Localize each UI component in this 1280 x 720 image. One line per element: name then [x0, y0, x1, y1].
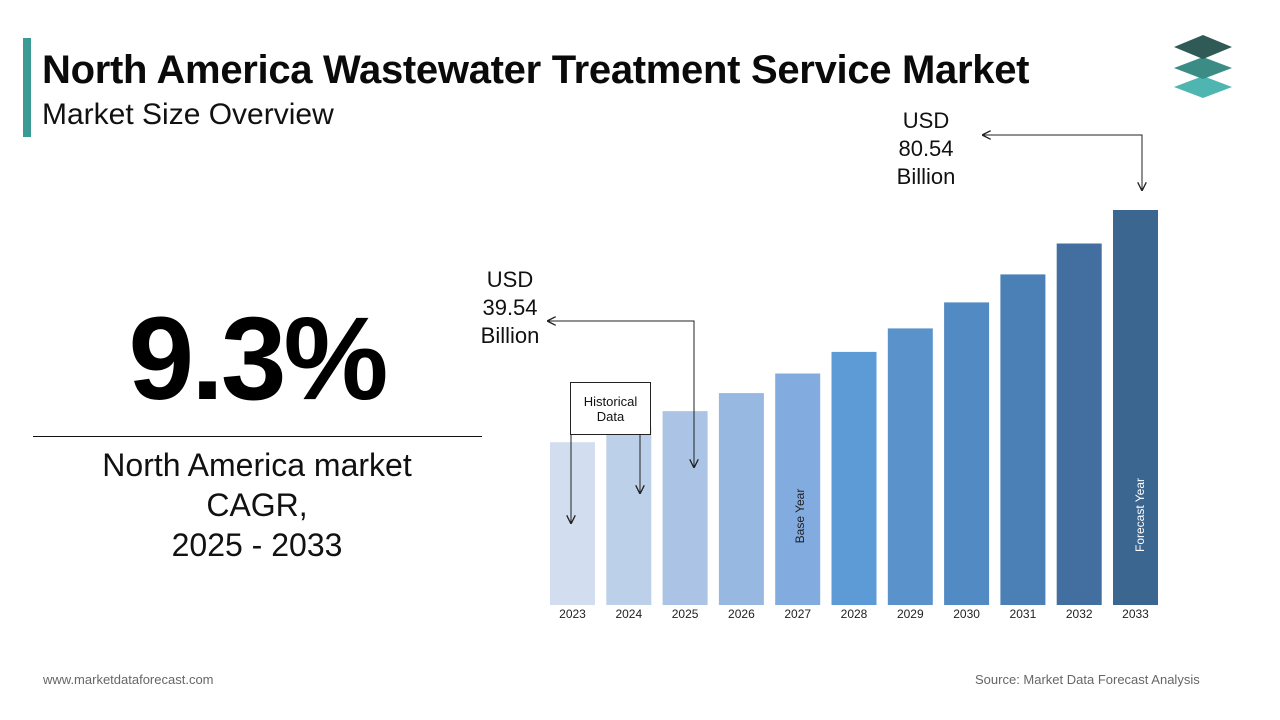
- x-tick-label-2030: 2030: [953, 607, 980, 621]
- x-tick-label-2029: 2029: [897, 607, 924, 621]
- end-value-arrow: [983, 135, 1142, 190]
- bar-2025: [662, 411, 708, 605]
- start-value-arrow: [548, 321, 694, 467]
- x-tick-label-2025: 2025: [672, 607, 699, 621]
- accent-bar: [23, 38, 31, 137]
- start-value-amount: 39.54: [482, 295, 538, 320]
- stacked-layers-logo-icon: [1174, 35, 1232, 98]
- end-value-currency: USD: [902, 108, 950, 133]
- cagr-caption: North America market CAGR, 2025 - 2033: [32, 445, 482, 565]
- cagr-value: 9.3%: [128, 293, 389, 425]
- x-tick-label-2024: 2024: [615, 607, 642, 621]
- bar-2028: [831, 351, 877, 605]
- page-subtitle: Market Size Overview: [42, 98, 334, 131]
- footer-website: www.marketdataforecast.com: [43, 672, 214, 687]
- bar-2029: [887, 328, 933, 605]
- x-tick-label-2026: 2026: [728, 607, 755, 621]
- start-value-annotation: USD 39.54 Billion: [470, 266, 550, 350]
- end-value-unit: Billion: [896, 164, 956, 189]
- historical-data-box: Historical Data: [570, 382, 651, 435]
- historical-data-line1: Historical: [583, 393, 638, 409]
- bar-2033: [1113, 210, 1158, 605]
- bar-2024: [606, 427, 652, 605]
- x-tick-label-2028: 2028: [841, 607, 868, 621]
- bar-2032: [1056, 243, 1102, 605]
- base-year-label: Base Year: [793, 489, 807, 544]
- start-value-unit: Billion: [480, 323, 540, 348]
- end-value-amount: 80.54: [898, 136, 954, 161]
- end-value-annotation: USD 80.54 Billion: [881, 107, 971, 191]
- cagr-caption-line2: CAGR,: [206, 487, 308, 523]
- bar-2027: [775, 373, 821, 605]
- bar-2026: [718, 393, 764, 605]
- x-tick-label-2023: 2023: [559, 607, 586, 621]
- cagr-caption-line1: North America market: [102, 447, 412, 483]
- x-tick-label-2032: 2032: [1066, 607, 1093, 621]
- bar-2031: [1000, 274, 1046, 605]
- footer-source: Source: Market Data Forecast Analysis: [975, 672, 1200, 687]
- x-tick-label-2027: 2027: [784, 607, 811, 621]
- page-title: North America Wastewater Treatment Servi…: [42, 48, 1030, 92]
- cagr-caption-line3: 2025 - 2033: [171, 527, 343, 563]
- bar-2030: [944, 302, 990, 605]
- x-tick-label-2031: 2031: [1010, 607, 1037, 621]
- start-value-currency: USD: [486, 267, 534, 292]
- divider: [33, 436, 482, 437]
- x-tick-label-2033: 2033: [1122, 607, 1149, 621]
- bar-2023: [550, 442, 595, 605]
- forecast-year-label: Forecast Year: [1133, 478, 1147, 552]
- historical-data-line2: Data: [596, 408, 625, 424]
